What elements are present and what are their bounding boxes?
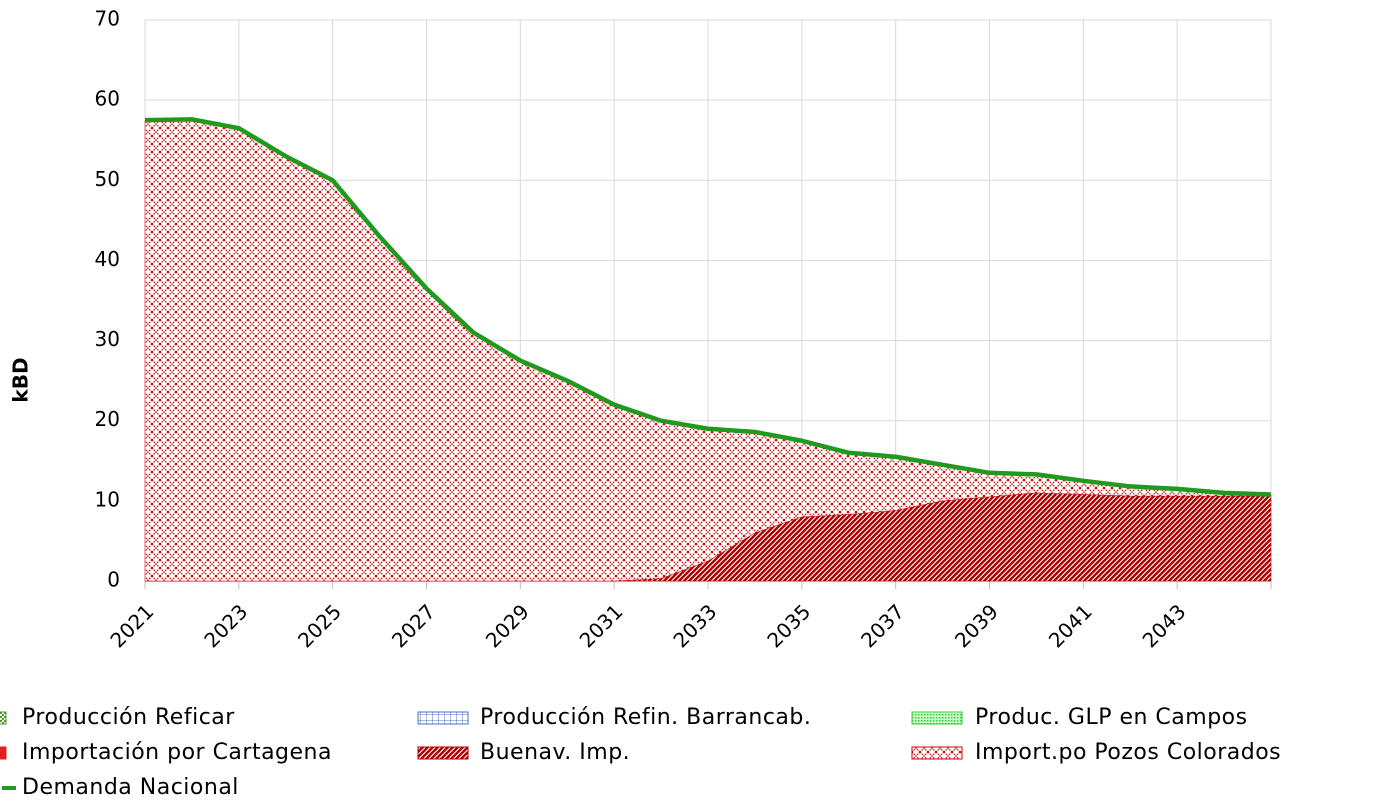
x-tick-label: 2029 [481, 599, 534, 652]
legend-label: Producción Reficar [22, 705, 235, 730]
y-tick-label: 10 [95, 487, 120, 511]
legend-icon [0, 746, 7, 760]
legend-icon [911, 711, 963, 725]
legend-icon [417, 746, 469, 760]
x-tick-label: 2033 [668, 599, 721, 652]
x-tick-label: 2025 [293, 599, 346, 652]
x-tick-label: 2035 [762, 599, 815, 652]
legend-label: Produc. GLP en Campos [975, 705, 1248, 730]
y-tick-label: 40 [95, 247, 120, 271]
x-tick-label: 2021 [105, 599, 158, 652]
legend-icon [911, 746, 963, 760]
x-tick-label: 2039 [950, 599, 1003, 652]
x-tick-label: 2027 [387, 599, 440, 652]
x-tick-label: 2031 [575, 599, 628, 652]
x-tick-label: 2023 [199, 599, 252, 652]
line [144, 117, 1272, 497]
legend-icon [0, 711, 7, 725]
legend-icon [417, 711, 469, 725]
x-tick-label: 2043 [1138, 599, 1191, 652]
legend-label: Producción Refin. Barrancab. [480, 705, 811, 730]
legend-label: Buenav. Imp. [480, 740, 630, 765]
y-tick-label: 60 [95, 87, 120, 111]
x-tick-label: 2041 [1044, 599, 1097, 652]
legend-label: Importación por Cartagena [22, 740, 332, 765]
y-tick-label: 50 [95, 167, 120, 191]
y-tick-label: 0 [107, 568, 120, 592]
y-tick-label: 20 [95, 407, 120, 431]
y-axis-label: kBD [9, 357, 33, 402]
legend-label: Import.po Pozos Colorados [975, 740, 1281, 765]
legend-label: Demanda Nacional [22, 775, 239, 800]
y-tick-label: 70 [95, 7, 120, 31]
x-tick-label: 2037 [856, 599, 909, 652]
y-tick-label: 30 [95, 327, 120, 351]
legend-icon [2, 786, 16, 790]
